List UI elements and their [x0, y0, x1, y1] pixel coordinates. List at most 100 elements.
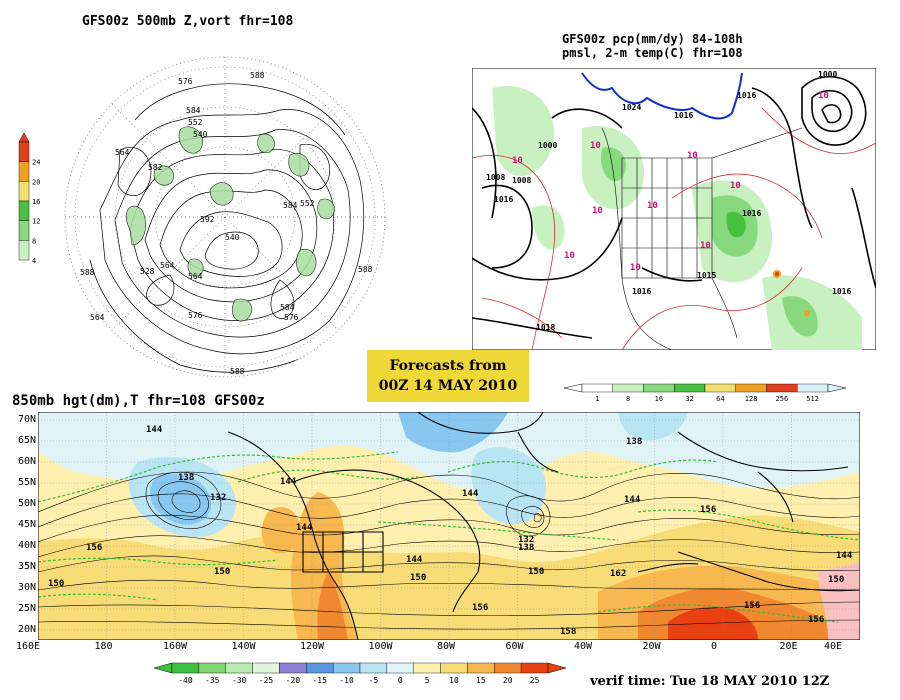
colorbar-segment [18, 181, 30, 202]
colorbar-tick: -35 [205, 676, 220, 685]
colorbar-segment [581, 383, 613, 393]
colorbar-arrow [563, 383, 583, 393]
isobar-label: 1016 [632, 287, 651, 296]
temp-label: 10 [730, 181, 741, 191]
colorbar-tick: 15 [476, 676, 486, 685]
height-label: 132 [518, 535, 534, 545]
colorbar-tick: 24 [32, 159, 40, 167]
colorbar-segment [413, 662, 441, 674]
colorbar-tick: 20 [32, 178, 40, 186]
colorbar-tick: 512 [806, 395, 819, 403]
latitude-label: 20N [17, 624, 36, 635]
temp-label: 10 [700, 241, 711, 251]
panel2-title-line1: GFS00z pcp(mm/dy) 84-108h [562, 32, 743, 46]
colorbar-tick: 0 [398, 676, 403, 685]
colorbar-arrow [547, 662, 567, 674]
isobar-label: 1016 [494, 195, 513, 204]
colorbar-segment [332, 662, 361, 674]
contour-label: 576 [284, 313, 299, 322]
colorbar-segment [225, 662, 253, 674]
forecast-from-box: Forecasts from 00Z 14 MAY 2010 [367, 350, 529, 402]
temp-label: 10 [818, 91, 829, 101]
height-label: 138 [178, 473, 194, 483]
latitude-label: 40N [17, 540, 36, 551]
panel2-colorbar: 1 8 16 32 64 128 256 512 [560, 380, 850, 404]
colorbar-tick: -5 [369, 676, 379, 685]
colorbar-tick: 25 [530, 676, 540, 685]
temp-label: 10 [630, 263, 641, 273]
height-label: 144 [296, 523, 313, 533]
colorbar-tick: 64 [716, 395, 724, 403]
colorbar-tick: -25 [259, 676, 274, 685]
temp-label: 10 [687, 151, 698, 161]
colorbar-tick: 128 [745, 395, 758, 403]
height-label: 144 [406, 555, 423, 565]
panel2-title-line2: pmsl, 2-m temp(C) fhr=108 [562, 46, 743, 60]
contour-label: 552 [188, 118, 203, 127]
latitude-label: 30N [17, 582, 36, 593]
colorbar-arrow [153, 662, 173, 674]
isobar-label: 1000 [538, 141, 557, 150]
colorbar-segment [18, 220, 30, 241]
colorbar-segment [643, 383, 675, 393]
height-label: 156 [86, 543, 102, 553]
colorbar-segment [18, 240, 30, 261]
colorbar-tick: 8 [32, 237, 36, 245]
latitude-labels: 70N 65N 60N 55N 50N 45N 40N 35N 30N 25N 20N [4, 412, 38, 640]
contour-label: 540 [193, 130, 208, 139]
contour-label: 584 [186, 106, 201, 115]
contour-label: 552 [300, 199, 315, 208]
colorbar-arrow [827, 383, 847, 393]
colorbar-tick: -20 [286, 676, 301, 685]
contour-label: 592 [200, 215, 215, 224]
isobar-label: 1018 [536, 323, 555, 332]
contour-label: 540 [225, 233, 240, 242]
colorbar-tick: 20 [503, 676, 513, 685]
height-label: 162 [610, 569, 626, 579]
longitude-label: 60W [505, 641, 524, 652]
north-america-precip-map: 1008 1000 1024 1016 1016 1008 1016 1016 … [472, 68, 876, 350]
height-label: 150 [48, 579, 64, 589]
temp-label: 10 [512, 156, 523, 166]
isobar-label: 1000 [818, 70, 837, 79]
colorbar-tick: 10 [449, 676, 459, 685]
contour-label: 588 [358, 265, 373, 274]
latitude-label: 50N [17, 498, 36, 509]
colorbar-segment [386, 662, 414, 674]
panel3-colorbar: -40 -35 -30 -25 -20 -15 -10 -5 0 5 10 15 20 25 [150, 660, 570, 686]
height-label: 144 [462, 489, 479, 499]
isobar-label: 1016 [832, 287, 851, 296]
colorbar-tick: -30 [232, 676, 247, 685]
verif-time: verif time: Tue 18 MAY 2010 12Z [590, 674, 830, 689]
longitude-label: 40W [574, 641, 593, 652]
850mb-height-temperature-map: 144 138 132 144 144 156 144 150 150 150 … [38, 412, 860, 640]
height-label: 132 [210, 493, 226, 503]
longitude-label: 160E [16, 641, 41, 652]
temp-label: 10 [590, 141, 601, 151]
colorbar-segment [252, 662, 280, 674]
colorbar-tick: 32 [685, 395, 693, 403]
contour-label: 564 [90, 313, 105, 322]
colorbar-arrow [18, 132, 30, 143]
height-label: 138 [626, 437, 642, 447]
contour-label: 564 [160, 261, 175, 270]
colorbar-tick: -10 [339, 676, 354, 685]
contour-label: 564 [188, 272, 203, 281]
colorbar-segment [735, 383, 767, 393]
colorbar-segment [359, 662, 388, 674]
height-label: 158 [560, 627, 576, 637]
isobar-label: 1008 [512, 176, 531, 185]
latitude-label: 55N [17, 477, 36, 488]
colorbar-segment [797, 383, 829, 393]
contour-label: 576 [188, 311, 203, 320]
colorbar-segment [18, 161, 30, 182]
isobar-label: 1015 [697, 271, 716, 280]
colorbar-tick: 12 [32, 218, 40, 226]
isobar-label: 1024 [622, 103, 641, 112]
contour-label: 576 [178, 77, 193, 86]
colorbar-segment [494, 662, 522, 674]
colorbar-segment [766, 383, 798, 393]
temp-label: 10 [647, 201, 658, 211]
height-label: 144 [280, 477, 297, 487]
isobar-label: 1016 [742, 209, 761, 218]
